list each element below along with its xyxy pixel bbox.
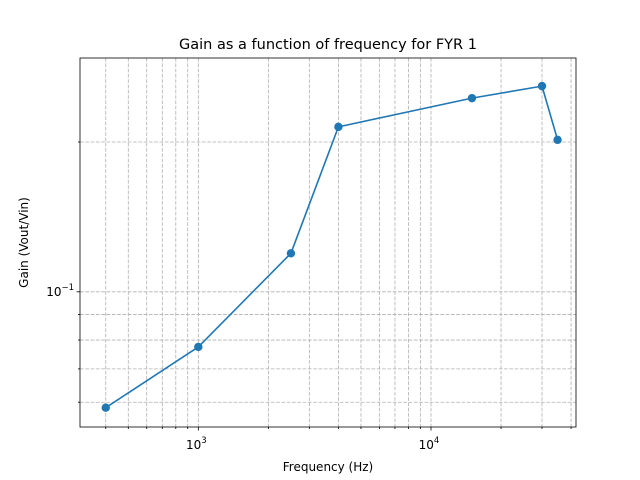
y-axis-label: Gain (Vout/Vin) <box>17 197 31 288</box>
data-point <box>194 342 203 352</box>
grid <box>80 58 576 427</box>
data-point <box>334 122 343 132</box>
data-point <box>101 403 110 412</box>
data-point <box>537 81 547 91</box>
chart-title: Gain as a function of frequency for FYR … <box>179 37 477 53</box>
data-point <box>553 135 562 145</box>
x-axis-label: Frequency (Hz) <box>283 460 374 474</box>
x-tick-label: 104 <box>419 436 440 452</box>
series-layer <box>101 81 562 412</box>
ticks: 103 104 10−1 <box>46 141 572 452</box>
data-point <box>286 249 296 258</box>
plot-frame <box>79 57 577 428</box>
y-tick-label: 10−1 <box>46 283 74 299</box>
x-tick-label: 103 <box>186 436 207 452</box>
data-point <box>467 93 477 103</box>
